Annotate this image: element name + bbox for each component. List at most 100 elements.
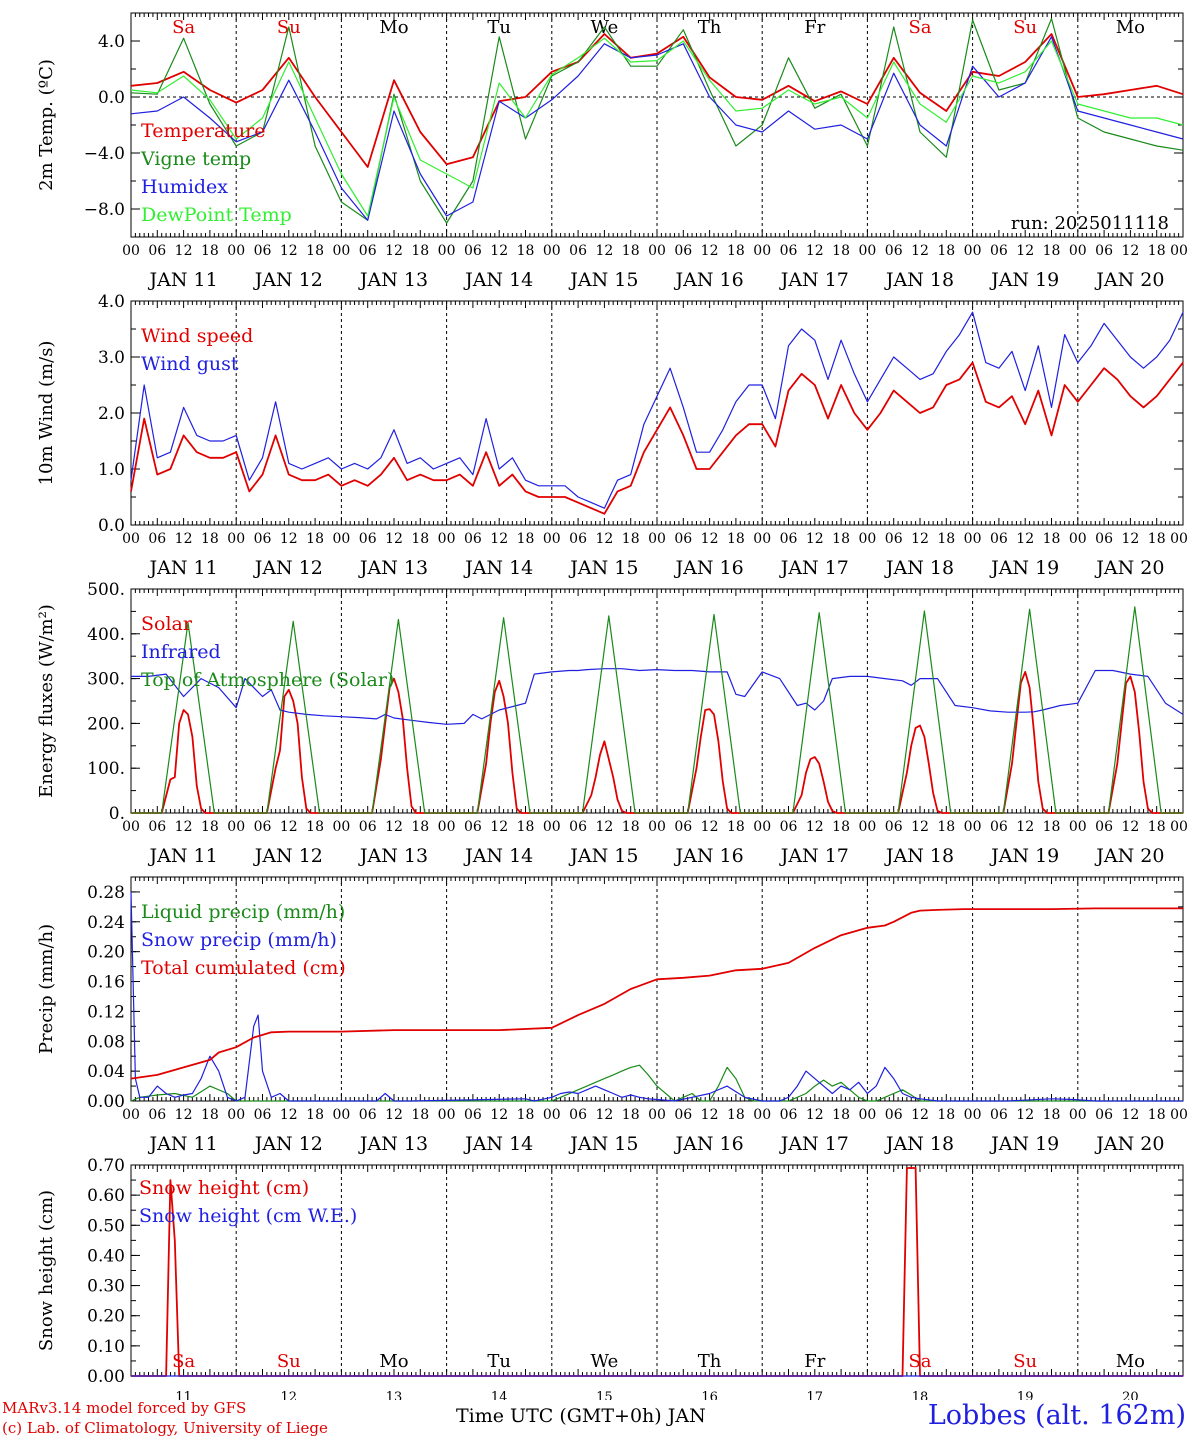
meteogram: −8.0 −4.0 0.0 4.0 2m Temp. (ºC) 00 06 12 18 JAN 1… (36, 12, 1188, 1400)
x-hour-label: 12 (280, 1107, 298, 1123)
x-date-label: JAN 17 (779, 269, 849, 291)
x-hour-label: 06 (148, 1107, 166, 1123)
x-hour-label: 18 (622, 531, 640, 547)
x-hour-label: 12 (595, 819, 613, 835)
panel-2: 0.0 1.0 2.0 3.0 4.0 10m Wind (m/s) 00 06 12 18 JAN… (36, 292, 1188, 579)
legend-entry: Snow height (cm W.E.) (139, 1205, 357, 1227)
x-date-label: JAN 12 (253, 269, 323, 291)
weekday-label: Su (1013, 1351, 1037, 1372)
x-hour-label: 00 (1170, 819, 1188, 835)
y-tick-label: 0.0 (98, 88, 125, 108)
x-hour-label: 18 (622, 243, 640, 259)
x-hour-label: 12 (701, 819, 719, 835)
x-hour-label: 18 (727, 819, 745, 835)
weekday-label: Mo (379, 17, 408, 38)
x-hour-label: 06 (569, 1107, 587, 1123)
weekday-label: Mo (1116, 1351, 1145, 1372)
x-day-number: 20 (1122, 1390, 1139, 1400)
weekday-label: Sa (172, 17, 195, 38)
x-hour-label: 06 (254, 531, 272, 547)
legend-entry: Liquid precip (mm/h) (141, 901, 345, 923)
x-hour-label: 18 (411, 1107, 429, 1123)
x-date-label: JAN 11 (148, 845, 218, 867)
x-date-label: JAN 12 (253, 845, 323, 867)
x-date-label: JAN 14 (463, 269, 533, 291)
y-axis-label: Snow height (cm) (36, 1190, 57, 1351)
weekday-label: Sa (908, 17, 931, 38)
x-date-label: JAN 14 (463, 1133, 533, 1155)
x-hour-label: 18 (937, 1107, 955, 1123)
weekday-label: Fr (804, 17, 825, 38)
y-tick-label: −8.0 (84, 200, 125, 220)
legend-entry: DewPoint Temp (141, 204, 292, 226)
x-hour-label: 18 (411, 243, 429, 259)
x-hour-label: 18 (1043, 243, 1061, 259)
x-date-label: JAN 11 (148, 269, 218, 291)
y-axis-label: Precip (mm/h) (36, 924, 57, 1054)
x-hour-label: 18 (832, 819, 850, 835)
x-hour-label: 00 (122, 243, 140, 259)
panel-4: 0.00 0.04 0.08 0.12 0.16 0.20 0.24 0.28 Precip (… (36, 876, 1188, 1155)
plot-frame (130, 300, 1184, 526)
y-tick-label: 1.0 (98, 460, 125, 480)
model-credit: MARv3.14 model forced by GFS (2, 1399, 247, 1417)
x-day-number: 16 (701, 1390, 718, 1400)
x-hour-label: 12 (911, 243, 929, 259)
x-hour-label: 12 (490, 819, 508, 835)
x-hour-label: 12 (806, 531, 824, 547)
x-day-number: 12 (281, 1390, 298, 1400)
weekday-label: Sa (172, 1351, 195, 1372)
y-tick-label: 500. (87, 580, 125, 600)
y-axis-label: 2m Temp. (ºC) (36, 59, 57, 191)
x-date-label: JAN 18 (884, 269, 954, 291)
x-hour-label: 18 (411, 531, 429, 547)
series-line-temperature (130, 33, 1184, 168)
x-hour-label: 18 (1043, 1107, 1061, 1123)
x-date-label: JAN 17 (779, 845, 849, 867)
x-hour-label: 12 (1016, 531, 1034, 547)
x-date-label: JAN 13 (358, 845, 428, 867)
panel-5: 0.00 0.10 0.20 0.30 0.40 0.50 0.60 0.70 Snow hei… (36, 1156, 1184, 1400)
x-hour-label: 00 (858, 819, 876, 835)
weekday-label: Tu (487, 17, 511, 38)
x-hour-label: 06 (674, 243, 692, 259)
weekday-label: Mo (1116, 17, 1145, 38)
x-hour-label: 12 (385, 1107, 403, 1123)
x-day-number: 15 (596, 1390, 613, 1400)
series-line-humidex (130, 36, 1184, 221)
x-hour-label: 00 (543, 243, 561, 259)
x-hour-label: 18 (832, 1107, 850, 1123)
y-axis-label: 10m Wind (m/s) (36, 341, 57, 486)
legend-entry: Temperature (141, 120, 265, 142)
x-hour-label: 12 (911, 531, 929, 547)
x-hour-label: 12 (911, 819, 929, 835)
legend-entry: Wind gust (141, 353, 239, 375)
x-hour-label: 12 (1016, 819, 1034, 835)
x-hour-label: 18 (201, 531, 219, 547)
x-hour-label: 18 (937, 243, 955, 259)
x-date-label: JAN 18 (884, 845, 954, 867)
x-hour-label: 18 (1043, 531, 1061, 547)
x-hour-label: 00 (1069, 819, 1087, 835)
x-hour-label: 18 (1148, 1107, 1166, 1123)
x-hour-label: 00 (753, 243, 771, 259)
weekday-label: Mo (379, 1351, 408, 1372)
x-hour-label: 06 (885, 1107, 903, 1123)
x-hour-label: 12 (701, 243, 719, 259)
plot-frame (130, 588, 1184, 814)
x-date-label: JAN 19 (989, 845, 1059, 867)
x-hour-label: 18 (517, 819, 535, 835)
x-hour-label: 06 (359, 1107, 377, 1123)
x-hour-label: 00 (332, 531, 350, 547)
x-day-number: 18 (912, 1390, 929, 1400)
x-hour-label: 18 (306, 243, 324, 259)
legend-entry: Snow height (cm) (139, 1177, 309, 1199)
x-date-label: JAN 13 (358, 557, 428, 579)
y-axis-label: Energy fluxes (W/m²) (36, 604, 57, 798)
series-line-infrared (131, 668, 1184, 725)
x-date-label: JAN 16 (674, 557, 744, 579)
x-hour-label: 12 (595, 243, 613, 259)
x-date-label: JAN 14 (463, 557, 533, 579)
x-hour-label: 00 (753, 819, 771, 835)
x-hour-label: 12 (385, 531, 403, 547)
